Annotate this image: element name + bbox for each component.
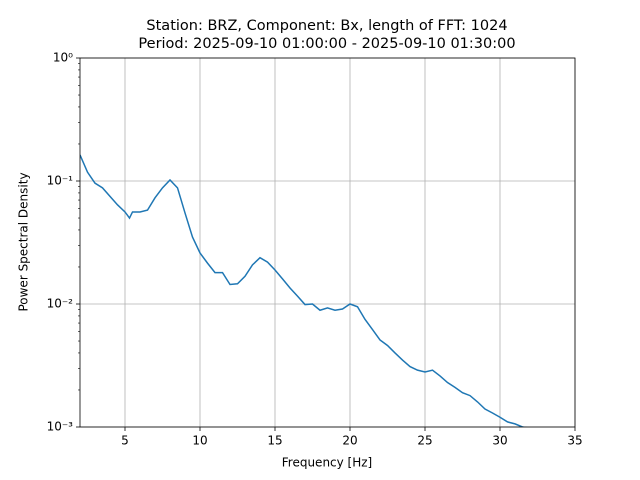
y-tick-label: 10⁰ <box>53 51 73 65</box>
chart-title: Period: 2025-09-10 01:00:00 - 2025-09-10… <box>138 36 515 52</box>
y-axis-label: Power Spectral Density <box>17 172 31 311</box>
y-tick-label: 10⁻¹ <box>47 174 74 188</box>
y-tick-label: 10⁻³ <box>47 420 74 434</box>
x-tick-label: 35 <box>567 434 582 448</box>
x-tick-label: 10 <box>192 434 207 448</box>
x-axis-label: Frequency [Hz] <box>282 456 373 470</box>
x-tick-label: 20 <box>342 434 357 448</box>
x-tick-label: 25 <box>417 434 432 448</box>
x-tick-label: 15 <box>267 434 282 448</box>
plot-frame <box>79 57 576 428</box>
y-tick-label: 10⁻² <box>47 297 74 311</box>
line-series <box>80 154 528 427</box>
chart-title: Station: BRZ, Component: Bx, length of F… <box>146 18 507 34</box>
x-tick-label: 30 <box>492 434 507 448</box>
x-tick-label: 5 <box>121 434 129 448</box>
